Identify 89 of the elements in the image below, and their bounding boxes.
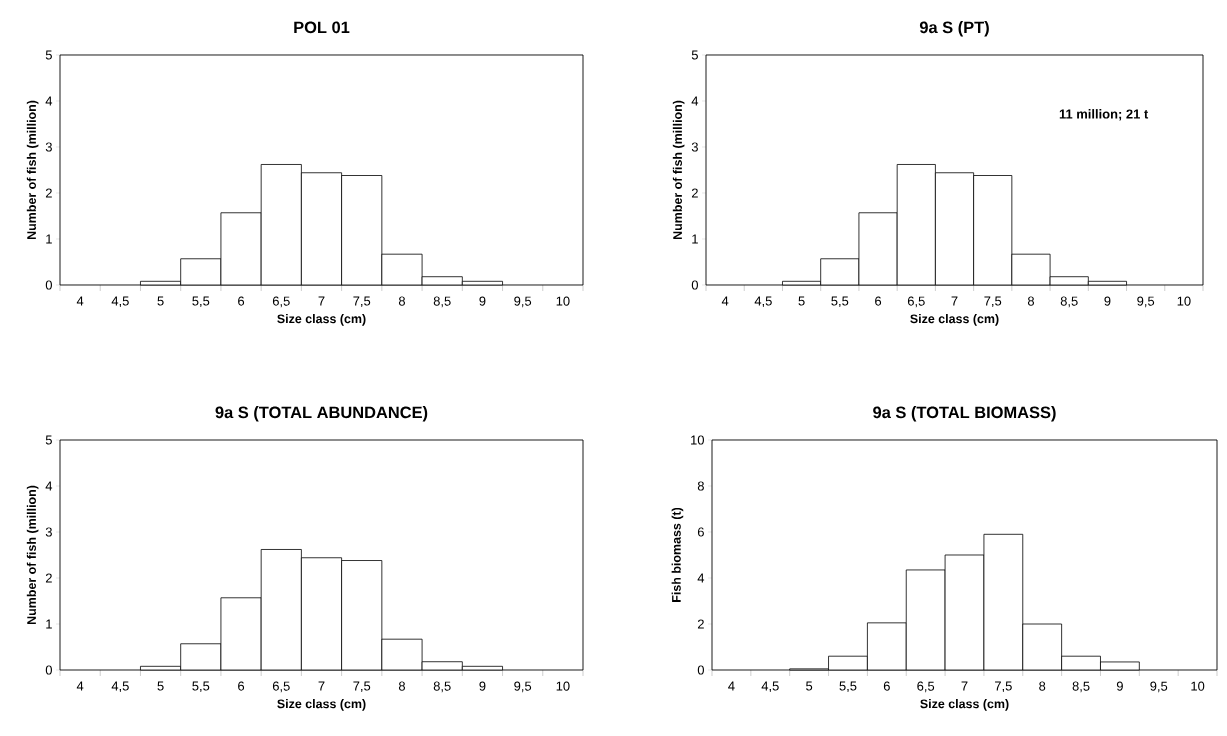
x-tick-label: 4 <box>76 296 84 306</box>
y-axis-title: Fish biomass (t) <box>671 507 684 602</box>
x-tick-label: 9 <box>479 681 486 691</box>
x-tick-label: 8,5 <box>433 296 451 308</box>
y-tick-label: 3 <box>45 527 52 537</box>
x-tick-label: 4 <box>721 296 729 306</box>
y-tick-label: 1 <box>46 619 52 629</box>
y-tick-label: 2 <box>45 188 52 198</box>
x-tick-label: 10 <box>556 681 570 691</box>
x-tick-label: 7 <box>318 296 325 306</box>
x-tick-label: 9 <box>1104 296 1111 306</box>
chart-title: 9a S (TOTAL ABUNDANCE) <box>215 406 428 422</box>
x-tick-label: 7,5 <box>353 681 371 693</box>
y-tick-label: 8 <box>697 481 704 491</box>
y-axis-title: Number of fish (million) <box>26 100 39 240</box>
x-tick-label: 8 <box>1039 681 1046 691</box>
y-tick-label: 0 <box>45 665 52 675</box>
y-tick-label: 4 <box>697 573 705 583</box>
x-axis-title: Size class (cm) <box>277 699 366 711</box>
x-tick-label: 6 <box>875 296 882 306</box>
x-axis-title: Size class (cm) <box>277 314 366 326</box>
x-tick-label: 8 <box>398 296 406 306</box>
y-tick-label: 0 <box>691 280 698 290</box>
x-tick-label: 6 <box>238 681 245 691</box>
x-tick-label: 5 <box>798 296 805 306</box>
x-tick-label: 7 <box>318 681 325 691</box>
x-tick-label: 8,5 <box>433 681 451 693</box>
x-tick-label: 4,5 <box>754 296 772 308</box>
x-tick-label: 5 <box>157 681 164 691</box>
x-tick-label: 7,5 <box>984 296 1002 308</box>
x-tick-label: 5 <box>806 681 813 691</box>
x-tick-label: 9 <box>1116 681 1123 691</box>
x-tick-label: 6,5 <box>272 681 290 693</box>
x-tick-label: 7,5 <box>995 681 1012 693</box>
x-tick-label: 4 <box>76 681 84 691</box>
x-tick-label: 7 <box>951 296 958 306</box>
y-tick-label: 4 <box>691 96 699 106</box>
y-tick-label: 2 <box>45 573 52 583</box>
x-tick-label: 5 <box>157 296 164 306</box>
y-tick-label: 1 <box>46 234 52 244</box>
x-axis-title: Size class (cm) <box>920 699 1009 711</box>
y-tick-label: 10 <box>691 435 704 445</box>
x-tick-label: 6 <box>238 296 245 306</box>
x-axis-title: Size class (cm) <box>910 314 999 326</box>
x-tick-label: 7,5 <box>353 296 371 308</box>
x-tick-label: 9,5 <box>1150 681 1168 693</box>
y-axis-title: Number of fish (million) <box>672 100 685 240</box>
x-tick-label: 5,5 <box>192 296 210 308</box>
x-tick-label: 8 <box>1027 296 1035 306</box>
y-tick-label: 5 <box>45 435 52 445</box>
x-tick-label: 7 <box>961 681 968 691</box>
x-tick-label: 4,5 <box>111 296 129 308</box>
y-tick-label: 0 <box>45 280 52 290</box>
x-tick-label: 9,5 <box>514 681 532 693</box>
x-tick-label: 4 <box>728 681 735 691</box>
x-tick-label: 10 <box>1191 681 1205 691</box>
y-tick-label: 2 <box>691 188 698 198</box>
x-tick-label: 9,5 <box>514 296 532 308</box>
x-tick-label: 8 <box>398 681 406 691</box>
x-tick-label: 5,5 <box>839 681 857 693</box>
y-tick-label: 1 <box>692 234 698 244</box>
y-tick-label: 4 <box>45 481 53 491</box>
x-tick-label: 8,5 <box>1060 296 1078 308</box>
y-tick-label: 6 <box>697 527 704 537</box>
x-tick-label: 6,5 <box>272 296 290 308</box>
x-tick-label: 4,5 <box>111 681 129 693</box>
y-tick-label: 5 <box>45 50 52 60</box>
x-tick-label: 10 <box>556 296 570 306</box>
y-tick-label: 3 <box>691 142 698 152</box>
y-tick-label: 2 <box>697 619 704 629</box>
y-tick-label: 5 <box>691 50 698 60</box>
annotation: 11 million; 21 t <box>1059 109 1149 121</box>
x-tick-label: 6 <box>883 681 890 691</box>
x-tick-label: 9,5 <box>1137 296 1155 308</box>
x-tick-label: 8,5 <box>1072 681 1090 693</box>
x-tick-label: 5,5 <box>831 296 849 308</box>
chart-title: 9a S (TOTAL BIOMASS) <box>873 406 1056 422</box>
chart-title: 9a S (PT) <box>919 21 989 37</box>
chart-title: POL 01 <box>294 21 350 34</box>
y-tick-label: 3 <box>45 142 52 152</box>
y-tick-label: 4 <box>45 96 53 106</box>
x-tick-label: 10 <box>1177 296 1191 306</box>
y-tick-label: 0 <box>697 665 704 675</box>
y-axis-title: Number of fish (million) <box>26 485 39 625</box>
x-tick-label: 4,5 <box>761 681 779 693</box>
x-tick-label: 5,5 <box>192 681 210 693</box>
x-tick-label: 6,5 <box>907 296 925 308</box>
x-tick-label: 6,5 <box>917 681 935 693</box>
x-tick-label: 9 <box>479 296 486 306</box>
